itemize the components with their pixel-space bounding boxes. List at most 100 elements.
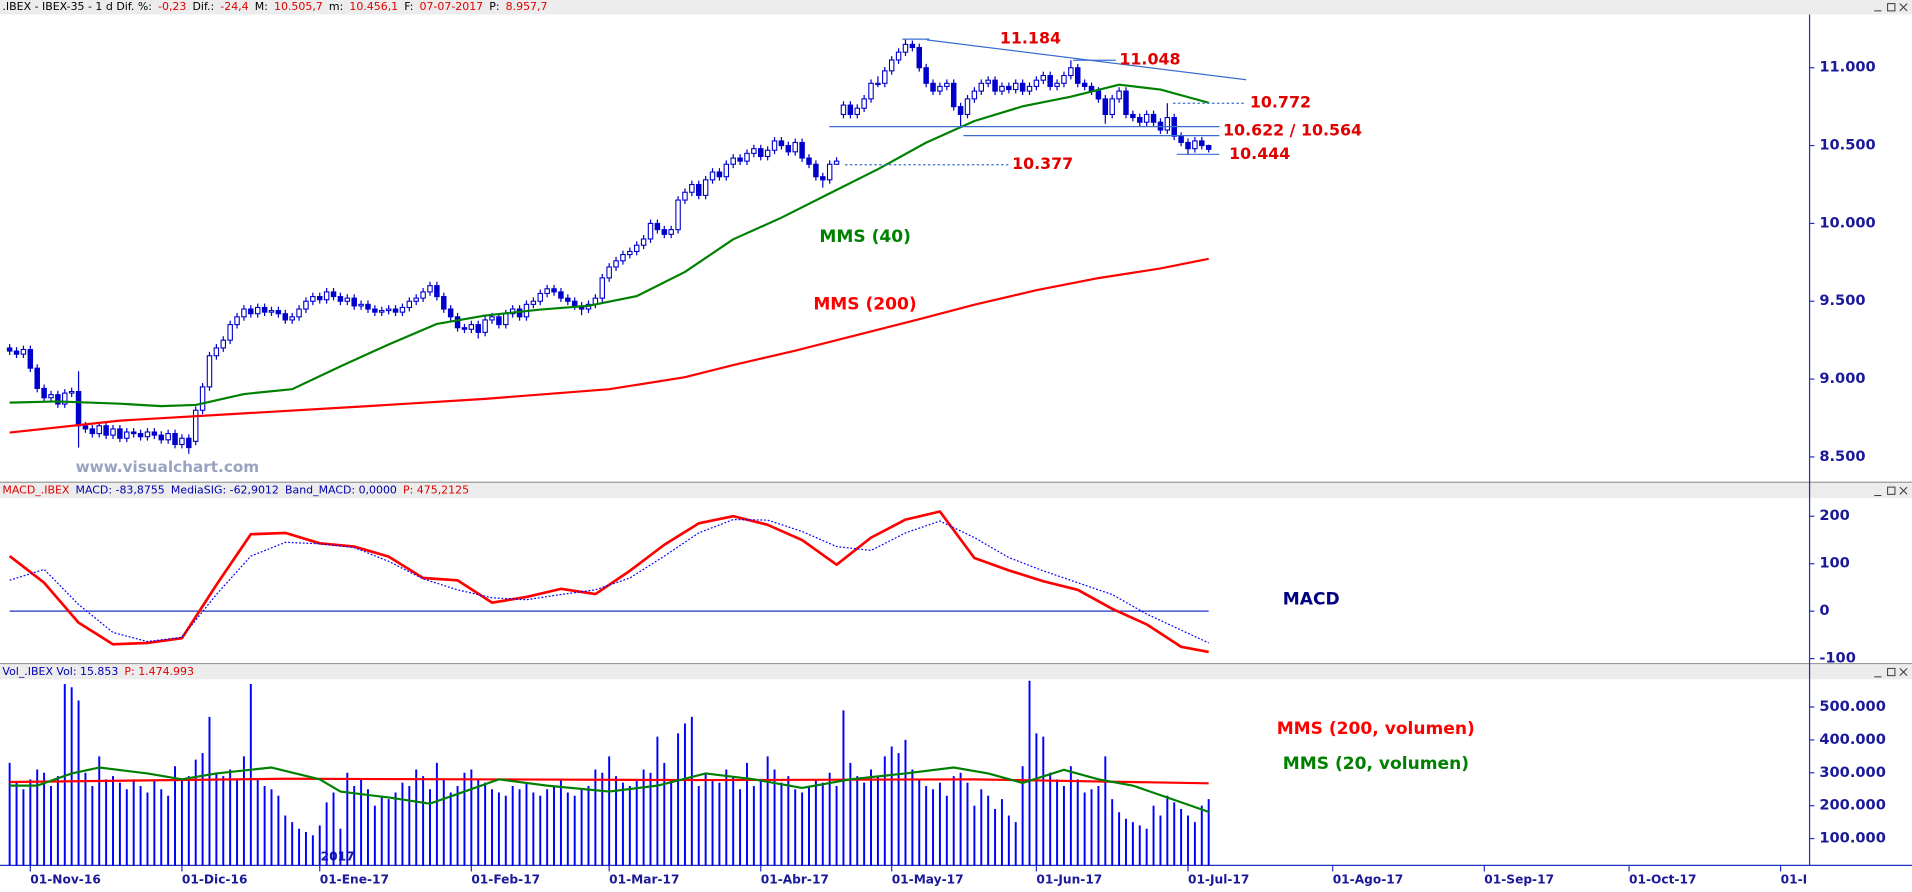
candle-body	[826, 163, 833, 181]
level-label: 11.048	[1119, 50, 1180, 69]
candle-body	[441, 296, 447, 310]
candle-body	[399, 306, 406, 313]
candle-body	[1116, 90, 1122, 100]
y-tick-label: 200	[1819, 507, 1850, 524]
panel-header: Vol_.IBEX Vol: 15.853 P: 1.474.993	[2, 665, 194, 678]
header-part: 8.957,7	[506, 0, 548, 13]
x-tick-label: 01-Sep-17	[1484, 872, 1554, 886]
candle-body	[275, 310, 282, 315]
candle-body	[68, 390, 75, 394]
candle-body	[1054, 82, 1060, 87]
candle-body	[716, 171, 723, 178]
candle-body	[1109, 98, 1115, 115]
candle-body	[379, 310, 385, 313]
candle-body	[1068, 67, 1074, 77]
candle-body	[1081, 82, 1088, 87]
candle-body	[427, 285, 433, 293]
candle-body	[730, 157, 736, 165]
header-bar	[0, 0, 1912, 15]
window-buttons[interactable]	[1874, 3, 1908, 678]
candle-body	[1192, 140, 1198, 150]
candle-body	[737, 157, 743, 162]
candle-body	[1137, 117, 1143, 123]
candle-body	[999, 85, 1005, 92]
x-tick-label: 01-Oct-17	[1629, 872, 1696, 886]
candle-body	[544, 288, 550, 295]
year-label: 2017	[321, 849, 355, 863]
candle-body	[413, 297, 419, 302]
candle-body	[454, 316, 461, 329]
candle-body	[571, 300, 578, 307]
header-part: P: 1.474.993	[124, 665, 194, 678]
panel-header: .IBEX - IBEX-35 - 1 d Dif. %: -0,23 Dif.: -…	[2, 0, 547, 13]
candle-body	[565, 297, 571, 302]
candle-body	[675, 199, 681, 231]
header-bar	[0, 663, 1912, 680]
series-line	[9, 257, 1209, 434]
candle-body	[1143, 113, 1150, 123]
series-label: MMS (200, volumen)	[1277, 719, 1475, 739]
candle-body	[82, 425, 89, 430]
candle-body	[241, 308, 247, 318]
candle-body	[27, 348, 34, 369]
header-part: 10.456,1	[349, 0, 398, 13]
series-line	[9, 519, 1209, 644]
candle-body	[799, 141, 805, 159]
candle-body	[96, 425, 102, 435]
candle-body	[764, 149, 771, 158]
x-tick-label: 01-Nov-16	[30, 872, 101, 886]
candle-body	[1123, 90, 1129, 115]
candle-body	[282, 313, 289, 321]
candle-body	[137, 433, 144, 438]
header-part: 07-07-2017	[420, 0, 484, 13]
header-part: F:	[404, 0, 413, 13]
header-bar	[0, 482, 1912, 498]
level-label: 10.622 / 10.564	[1223, 121, 1362, 140]
candle-body	[365, 303, 371, 310]
candle-body	[744, 152, 750, 162]
header-part: -24,4	[220, 0, 248, 13]
y-tick-label: 10.500	[1819, 137, 1875, 154]
x-tick-label: 01-Ene-17	[320, 872, 389, 886]
watermark: www.visualchart.com	[76, 458, 260, 476]
candle-body	[303, 300, 309, 310]
y-tick-label: 9.000	[1819, 370, 1865, 387]
candle-body	[758, 148, 764, 158]
x-tick-label: 01-Ago-17	[1333, 872, 1404, 886]
candle-body	[613, 260, 619, 268]
candle-body	[1019, 82, 1026, 92]
level-label: 10.772	[1250, 93, 1311, 112]
candle-body	[868, 82, 874, 100]
candle-body	[75, 390, 82, 427]
candle-body	[1061, 74, 1067, 84]
candle-body	[186, 437, 192, 449]
series-line	[9, 777, 1209, 785]
candle-body	[895, 51, 902, 61]
series-line	[8, 510, 1209, 654]
series-label: MMS (200)	[813, 295, 916, 315]
y-tick-label: 9.500	[1819, 292, 1865, 309]
x-tick-label: 01-Jul-17	[1188, 872, 1249, 886]
candle-body	[41, 387, 47, 399]
y-tick-label: 100.000	[1819, 830, 1886, 847]
x-tick-label: 01-Mar-17	[609, 872, 679, 886]
candle-body	[647, 222, 654, 240]
candle-body	[337, 296, 344, 302]
candle-body	[1102, 98, 1109, 115]
candle-body	[661, 229, 668, 235]
candle-body	[558, 291, 564, 299]
candle-body	[158, 434, 164, 441]
x-tick-label: 01-I	[1781, 872, 1808, 886]
candle-body	[1040, 74, 1047, 81]
candle-body	[1150, 113, 1157, 123]
candle-body	[833, 160, 840, 165]
candle-body	[702, 179, 709, 196]
candle-body	[620, 254, 626, 262]
header-part: Vol_.IBEX Vol: 15.853	[2, 665, 118, 678]
candle-body	[1012, 82, 1019, 91]
candle-body	[785, 145, 792, 153]
x-tick-label: 01-Dic-16	[182, 872, 248, 886]
candle-body	[1178, 135, 1184, 144]
candle-body	[751, 148, 757, 154]
